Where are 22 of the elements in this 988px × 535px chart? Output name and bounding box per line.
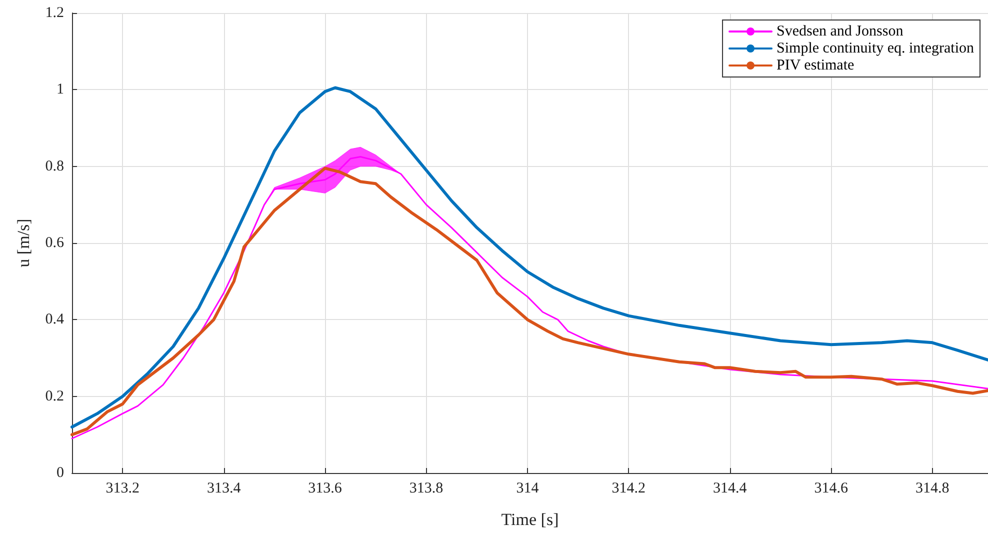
x-tick-label: 314.8	[915, 480, 950, 496]
line-series	[70, 86, 988, 428]
x-tick-label: 314.2	[612, 480, 646, 496]
y-tick-label: 0.2	[45, 388, 64, 404]
y-axis-title: u [m/s]	[14, 218, 33, 268]
x-tick-label: 313.8	[409, 480, 444, 496]
x-tick-label: 314.6	[814, 480, 848, 496]
y-tick-label: 0.6	[45, 235, 64, 251]
y-tick-label: 0.4	[45, 312, 64, 328]
x-tick-label: 313.2	[106, 480, 140, 496]
x-tick-label: 314	[516, 480, 540, 496]
x-tick-label: 313.4	[206, 480, 242, 496]
y-tick-label: 0.8	[45, 158, 64, 174]
legend-label: Svedsen and Jonsson	[776, 24, 904, 40]
y-tick-label: 0	[56, 465, 64, 481]
y-tick-label: 1	[56, 82, 64, 98]
x-axis-title: Time [s]	[501, 510, 559, 529]
y-tick-label: 1.2	[45, 5, 64, 21]
x-tick-label: 314.4	[713, 480, 748, 496]
x-tick-label: 313.6	[308, 480, 342, 496]
legend-label: Simple continuity eq. integration	[776, 40, 974, 56]
legend-label: PIV estimate	[776, 58, 855, 74]
